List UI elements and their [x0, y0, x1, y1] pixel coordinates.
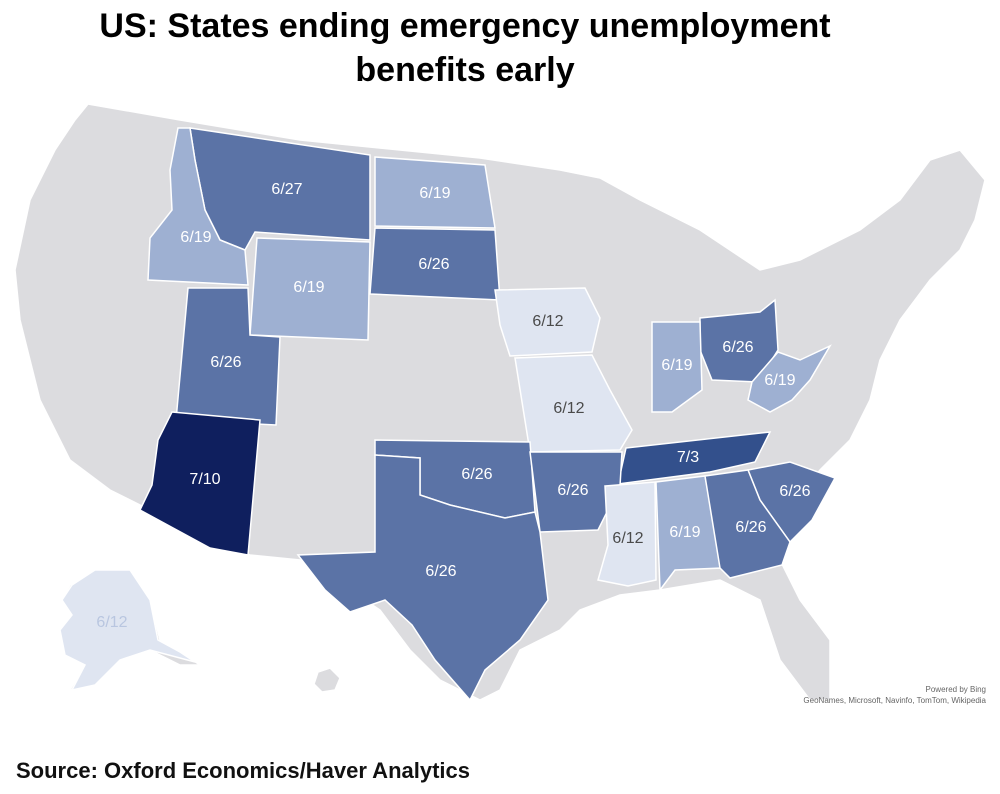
state-west-virginia: [747, 344, 832, 413]
label-arizona: 7/10: [189, 471, 220, 488]
state-wyoming: [249, 237, 371, 341]
state-alabama: [655, 475, 723, 593]
label-utah: 6/26: [210, 354, 241, 371]
label-north-dakota: 6/19: [419, 185, 450, 202]
label-texas: 6/26: [425, 563, 456, 580]
state-shapes: [59, 127, 837, 702]
state-georgia: [704, 469, 791, 579]
state-idaho: [147, 127, 249, 286]
map-attribution: Powered by Bing GeoNames, Microsoft, Nav…: [803, 684, 986, 706]
state-alaska: [59, 569, 196, 692]
chart-title: US: States ending emergency unemployment…: [0, 4, 930, 92]
state-iowa: [494, 287, 601, 357]
label-alaska: 6/12: [96, 614, 127, 631]
label-mississippi: 6/12: [612, 530, 643, 547]
state-mississippi: [597, 481, 657, 587]
attribution-line-2: GeoNames, Microsoft, Navinfo, TomTom, Wi…: [803, 696, 986, 705]
label-montana: 6/27: [271, 181, 302, 198]
title-line-1: US: States ending emergency unemployment: [99, 7, 831, 45]
source-note: Source: Oxford Economics/Haver Analytics: [16, 758, 470, 783]
label-south-dakota: 6/26: [418, 256, 449, 273]
label-iowa: 6/12: [532, 313, 563, 330]
label-alabama: 6/19: [669, 524, 700, 541]
state-texas: [296, 454, 549, 702]
title-line-2: benefits early: [355, 51, 575, 89]
state-north-dakota: [374, 156, 496, 229]
land-hawaii: [313, 667, 341, 693]
label-wyoming: 6/19: [293, 279, 324, 296]
label-georgia: 6/26: [735, 519, 766, 536]
label-tennessee: 7/3: [677, 449, 699, 466]
label-idaho: 6/19: [180, 229, 211, 246]
label-arkansas: 6/26: [557, 482, 588, 499]
label-south-carolina: 6/26: [779, 483, 810, 500]
label-west-virginia: 6/19: [764, 372, 795, 389]
label-indiana: 6/19: [661, 357, 692, 374]
attribution-line-1: Powered by Bing: [925, 685, 986, 694]
us-map: 6/27 6/19 6/19 6/26 6/19 6/12 6/26 6/26 …: [0, 90, 1000, 730]
map-svg: 6/27 6/19 6/19 6/26 6/19 6/12 6/26 6/26 …: [14, 103, 986, 702]
state-indiana: [651, 321, 703, 413]
label-oklahoma: 6/26: [461, 466, 492, 483]
label-missouri: 6/12: [553, 400, 584, 417]
state-labels: 6/27 6/19 6/19 6/26 6/19 6/12 6/26 6/26 …: [96, 181, 810, 631]
label-ohio: 6/26: [722, 339, 753, 356]
state-arizona: [139, 411, 261, 556]
